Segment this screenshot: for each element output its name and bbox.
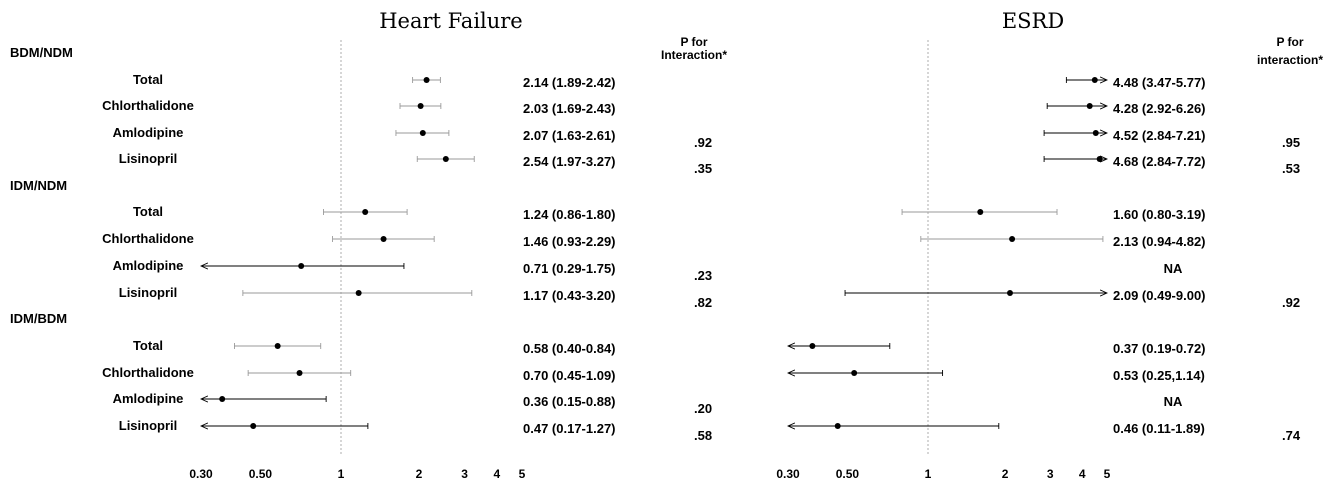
esrd-estimate-text: 4.52 (2.84-7.21) [1113, 128, 1206, 143]
row-label-idm-bdm-total: Total [133, 338, 163, 353]
esrd-tick-label: 3 [1047, 467, 1054, 481]
row-label-idm-ndm-chlorthalidone: Chlorthalidone [102, 231, 194, 246]
esrd-point-estimate [977, 209, 984, 215]
row-label-bdm-ndm-chlorthalidone: Chlorthalidone [102, 98, 194, 113]
esrd-point-estimate [1006, 290, 1013, 296]
esrd-point-estimate [1086, 103, 1093, 109]
esrd-estimate-text: NA [1164, 261, 1183, 276]
hf-tick-label: 0.50 [249, 467, 273, 481]
hf-p-interaction: .35 [694, 161, 712, 176]
esrd-tick-label: 0.30 [776, 467, 800, 481]
hf-estimate-text: 2.07 (1.63-2.61) [523, 128, 616, 143]
esrd-point-estimate [851, 370, 858, 376]
esrd-title: ESRD [1002, 9, 1064, 33]
esrd-estimate-text: 4.48 (3.47-5.77) [1113, 75, 1206, 90]
hf-tick-label: 2 [416, 467, 423, 481]
esrd-p-interaction: .95 [1282, 135, 1300, 150]
hf-point-estimate [274, 343, 281, 349]
esrd-point-estimate [1092, 130, 1099, 136]
group-label-idm-ndm: IDM/NDM [10, 178, 67, 193]
esrd-point-estimate [834, 423, 841, 429]
esrd-estimate-text: 1.60 (0.80-3.19) [1113, 207, 1206, 222]
hf-point-estimate [380, 236, 387, 242]
row-label-idm-bdm-amlodipine: Amlodipine [113, 391, 184, 406]
hf-estimate-text: 1.24 (0.86-1.80) [523, 207, 616, 222]
row-label-idm-ndm-amlodipine: Amlodipine [113, 258, 184, 273]
esrd-point-estimate [1096, 156, 1103, 162]
esrd-point-estimate [1009, 236, 1016, 242]
hf-p-header-line1: P for [680, 35, 707, 49]
hf-point-estimate [423, 77, 430, 83]
esrd-estimate-text: 0.37 (0.19-0.72) [1113, 341, 1206, 356]
esrd-p-header-line2: interaction* [1257, 53, 1323, 67]
esrd-point-estimate [1091, 77, 1098, 83]
esrd-estimate-text: 0.46 (0.11-1.89) [1113, 421, 1205, 436]
esrd-p-interaction: .74 [1282, 428, 1301, 443]
hf-tick-label: 3 [461, 467, 468, 481]
hf-point-estimate [250, 423, 257, 429]
hf-point-estimate [419, 130, 426, 136]
hf-point-estimate [442, 156, 449, 162]
hf-estimate-text: 1.17 (0.43-3.20) [523, 288, 616, 303]
esrd-tick-label: 5 [1104, 467, 1111, 481]
esrd-estimate-text: 2.09 (0.49-9.00) [1113, 288, 1206, 303]
esrd-estimate-text: 4.28 (2.92-6.26) [1113, 101, 1206, 116]
esrd-p-interaction: .53 [1282, 161, 1300, 176]
esrd-point-estimate [809, 343, 816, 349]
hf-estimate-text: 2.14 (1.89-2.42) [523, 75, 616, 90]
hf-estimate-text: 2.03 (1.69-2.43) [523, 101, 616, 116]
hf-p-interaction: .23 [694, 268, 712, 283]
hf-point-estimate [296, 370, 303, 376]
hf-estimate-text: 2.54 (1.97-3.27) [523, 154, 616, 169]
hf-p-interaction: .92 [694, 135, 712, 150]
hf-p-interaction: .20 [694, 401, 712, 416]
group-label-bdm-ndm: BDM/NDM [10, 45, 73, 60]
esrd-p-header-line1: P for [1276, 35, 1303, 49]
esrd-p-interaction: .92 [1282, 295, 1300, 310]
row-label-bdm-ndm-lisinopril: Lisinopril [119, 151, 178, 166]
row-label-bdm-ndm-amlodipine: Amlodipine [113, 125, 184, 140]
esrd-tick-label: 0.50 [836, 467, 860, 481]
esrd-estimate-text: NA [1164, 394, 1183, 409]
esrd-tick-label: 1 [925, 467, 932, 481]
hf-estimate-text: 0.58 (0.40-0.84) [523, 341, 616, 356]
row-label-idm-bdm-lisinopril: Lisinopril [119, 418, 178, 433]
hf-tick-label: 1 [338, 467, 345, 481]
hf-estimate-text: 0.71 (0.29-1.75) [523, 261, 616, 276]
row-label-idm-ndm-total: Total [133, 204, 163, 219]
group-label-idm-bdm: IDM/BDM [10, 311, 67, 326]
esrd-estimate-text: 0.53 (0.25,1.14) [1113, 368, 1205, 383]
hf-title: Heart Failure [379, 9, 523, 33]
esrd-estimate-text: 2.13 (0.94-4.82) [1113, 234, 1206, 249]
esrd-tick-label: 4 [1079, 467, 1086, 481]
hf-point-estimate [362, 209, 369, 215]
hf-point-estimate [355, 290, 362, 296]
hf-estimate-text: 0.70 (0.45-1.09) [523, 368, 616, 383]
row-label-idm-bdm-chlorthalidone: Chlorthalidone [102, 365, 194, 380]
hf-p-interaction: .58 [694, 428, 712, 443]
hf-estimate-text: 0.47 (0.17-1.27) [523, 421, 616, 436]
hf-point-estimate [219, 396, 226, 402]
hf-tick-label: 4 [494, 467, 501, 481]
hf-tick-label: 5 [519, 467, 526, 481]
hf-p-header-line2: Interaction* [661, 48, 727, 62]
hf-estimate-text: 0.36 (0.15-0.88) [523, 394, 616, 409]
hf-p-interaction: .82 [694, 295, 712, 310]
row-label-idm-ndm-lisinopril: Lisinopril [119, 285, 178, 300]
hf-tick-label: 0.30 [189, 467, 213, 481]
row-label-bdm-ndm-total: Total [133, 72, 163, 87]
esrd-estimate-text: 4.68 (2.84-7.72) [1113, 154, 1206, 169]
esrd-tick-label: 2 [1002, 467, 1009, 481]
hf-estimate-text: 1.46 (0.93-2.29) [523, 234, 616, 249]
hf-point-estimate [298, 263, 305, 269]
hf-point-estimate [417, 103, 424, 109]
